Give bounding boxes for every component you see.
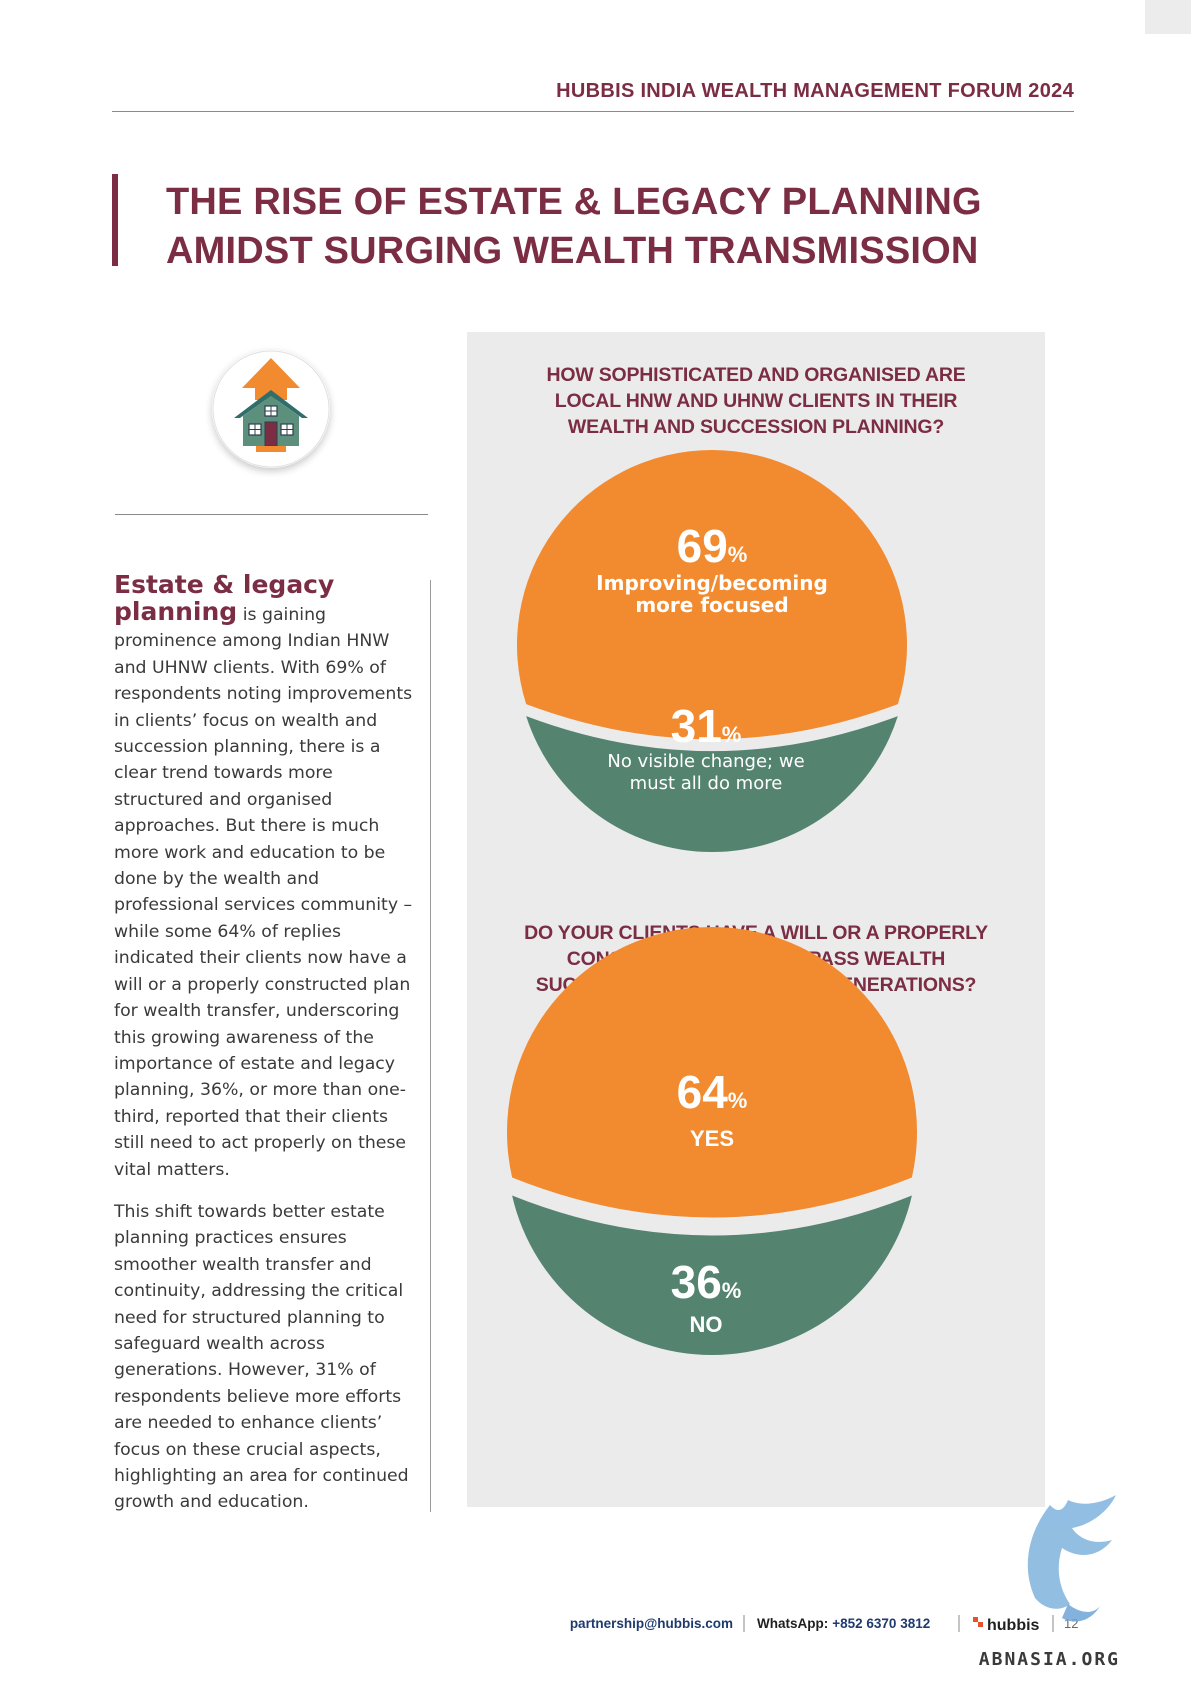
left-divider (115, 514, 428, 515)
pie-2-label-yes: YES (690, 1126, 734, 1151)
question-1-line-3: WEALTH AND SUCCESSION PLANNING? (567, 416, 945, 438)
page-title-line-1: THE RISE OF ESTATE & LEGACY PLANNING (166, 181, 982, 223)
lead-phrase-line-1: Estate & legacy (114, 570, 335, 599)
footer-email[interactable]: partnership@hubbis.com (570, 1616, 733, 1631)
footer-whatsapp: WhatsApp: +852 6370 3812 (757, 1616, 930, 1631)
pie-1-value-no-change: 31% (671, 700, 742, 752)
pie-1-value-improving-unit: % (728, 542, 748, 567)
survey-panel: HOW SOPHISTICATED AND ORGANISED ARE LOCA… (467, 332, 1045, 1507)
pie-chart-1: 69% Improving/becoming more focused 31% … (517, 450, 907, 853)
pie-2-label-no: NO (690, 1312, 723, 1337)
header-title: HUBBIS INDIA WEALTH MANAGEMENT FORUM 202… (556, 80, 1074, 102)
pie-1-slice-no-change (526, 716, 898, 853)
pie-2-value-no-unit: % (722, 1278, 742, 1303)
footer-whatsapp-number: +852 6370 3812 (832, 1616, 930, 1631)
pie-2-value-no-number: 36 (671, 1256, 722, 1308)
lead-phrase-line-2: planning (114, 597, 238, 626)
pie-2-value-yes-number: 64 (677, 1066, 729, 1118)
watermark-text: ABNASIA.ORG (979, 1649, 1120, 1670)
question-1-line-1: HOW SOPHISTICATED AND ORGANISED ARE (546, 364, 966, 386)
header-divider (112, 111, 1074, 112)
pie-1-label-improving-line-2: more focused (635, 593, 788, 617)
corner-tab (1145, 0, 1191, 34)
question-1-line-2: LOCAL HNW AND UHNW CLIENTS IN THEIR (554, 390, 958, 412)
pie-1-value-improving-number: 69 (677, 520, 728, 572)
hubbis-logo-mark (973, 1617, 978, 1622)
hubbis-logo-mark-2 (978, 1622, 983, 1627)
pie-chart-2: 64% YES 36% NO (507, 927, 917, 1355)
abnasia-bird-watermark (1027, 1495, 1116, 1622)
pie-2-slice-no (512, 1195, 912, 1355)
pie-1-value-no-change-unit: % (722, 722, 742, 747)
page-title-line-2: AMIDST SURGING WEALTH TRANSMISSION (166, 230, 979, 272)
page-number: 12 (1064, 1616, 1078, 1631)
footer-whatsapp-label: WhatsApp: (757, 1616, 828, 1631)
paragraph-1: Estate & legacy planning is gaining promi… (114, 571, 416, 1183)
pie-2-slice-yes (507, 927, 917, 1218)
paragraph-1-text: is gaining prominence among Indian HNW a… (114, 605, 413, 1180)
column-divider (430, 580, 431, 1512)
title-accent-bar (112, 174, 118, 266)
page-title: THE RISE OF ESTATE & LEGACY PLANNING AMI… (166, 178, 1066, 276)
pie-2-value-yes: 64% (677, 1066, 748, 1118)
pie-1-slice-improving (517, 450, 907, 740)
pie-1-value-no-change-number: 31 (671, 700, 722, 752)
house-upward-arrow-icon (212, 350, 330, 468)
lead-phrase: Estate & legacy planning (114, 571, 416, 626)
pie-2-value-yes-unit: % (728, 1088, 748, 1113)
pie-1-label-no-change-line-2: must all do more (630, 773, 783, 794)
hubbis-logo-text: hubbis (987, 1617, 1040, 1634)
pie-1-label-improving-line-1: Improving/becoming (596, 571, 828, 595)
pie-1-label-no-change-line-1: No visible change; we (607, 751, 804, 772)
body-text: Estate & legacy planning is gaining promi… (114, 571, 416, 1516)
pie-2-value-no: 36% (671, 1256, 742, 1308)
paragraph-2: This shift towards better estate plannin… (114, 1201, 409, 1513)
pie-1-value-improving: 69% (677, 520, 748, 572)
question-1: HOW SOPHISTICATED AND ORGANISED ARE LOCA… (467, 362, 1045, 440)
